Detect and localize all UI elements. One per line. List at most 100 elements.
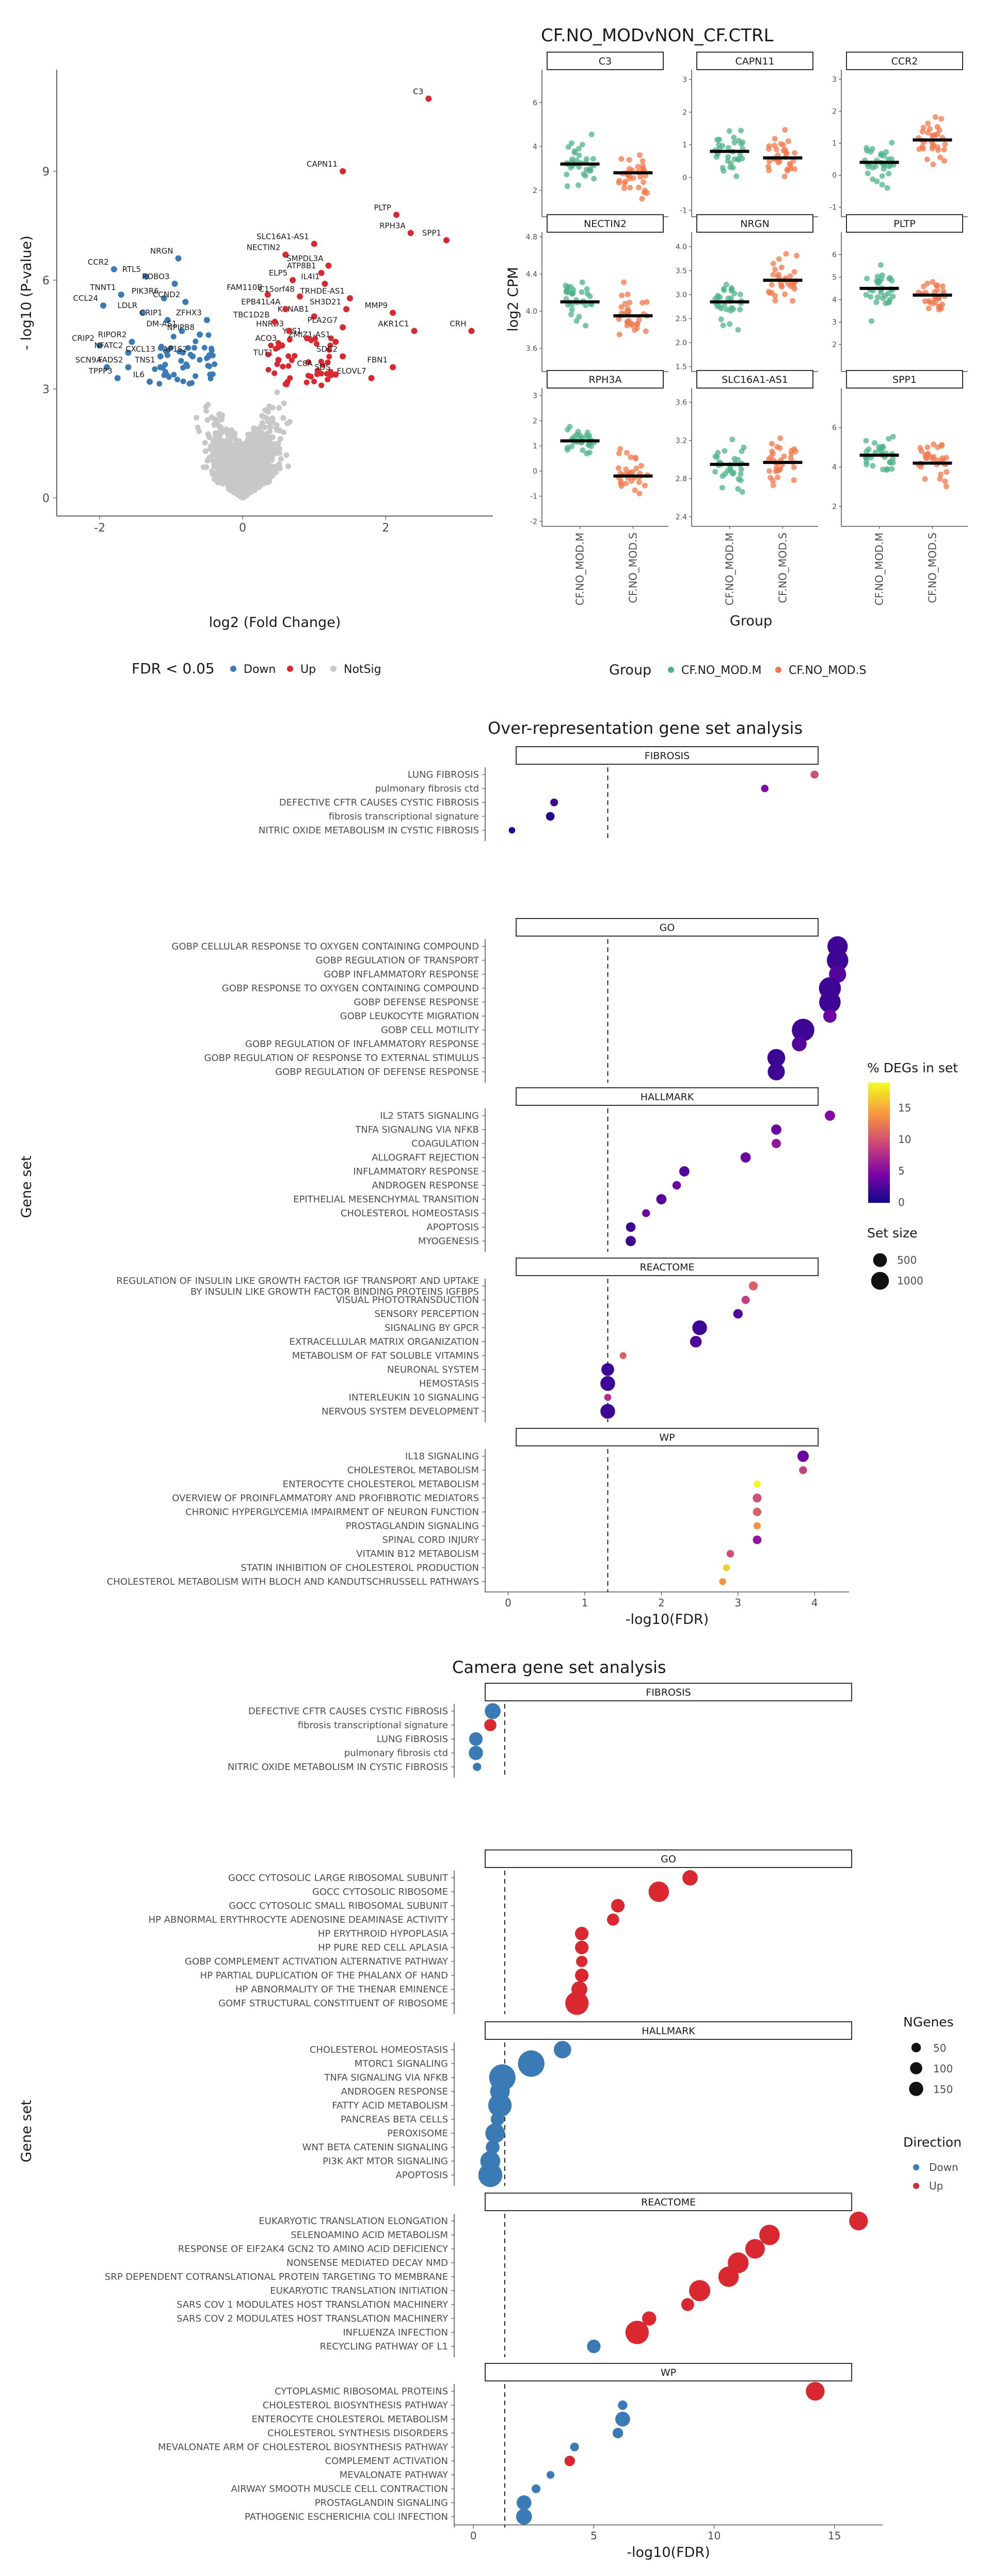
volcano-point-down [171,372,177,378]
strip-point-cf-no-mod-m [723,281,729,287]
strip-y-tick-label: 4.8 [526,233,537,242]
volcano-point-epb41l4a [282,306,289,313]
strip-point-cf-no-mod-s [623,466,629,473]
strip-y-tick-label: 1.5 [676,363,687,372]
strip-point-cf-no-mod-s [923,455,929,461]
strip-point-cf-no-mod-m [878,152,884,158]
volcano-label-tnnt1: TNNT1 [89,283,116,292]
strip-point-cf-no-mod-m [584,286,590,292]
ora-title: Over-representation gene set analysis [488,718,803,738]
volcano-point-c3 [425,95,432,102]
ora-dot-cholesterol-metabolism-with-bloch-and-ka [719,1578,726,1585]
strip-point-cf-no-mod-m [718,305,725,312]
strip-point-cf-no-mod-m [579,289,585,295]
strip-point-cf-no-mod-s [791,477,797,484]
volcano-point-notsig [238,441,244,447]
strip-point-cf-no-mod-s [921,283,927,289]
volcano-point-nectin2 [282,251,289,258]
volcano-point-notsig [194,414,200,421]
ora-dot-myogenesis [626,1236,636,1246]
ora-color-legend-step [868,1157,890,1161]
volcano-point-up [265,367,271,373]
ora-color-legend-tick: 0 [898,1196,905,1209]
strip-point-cf-no-mod-m [871,440,877,446]
strip-y-tick-label: 2.4 [676,513,687,522]
ora-color-legend-step [868,1139,890,1143]
strip-point-cf-no-mod-s [942,478,948,485]
strip-point-cf-no-mod-m [712,469,718,475]
strip-point-cf-no-mod-s [934,124,940,130]
strip-point-cf-no-mod-m [568,140,574,146]
strip-point-cf-no-mod-s [937,476,943,482]
strip-point-cf-no-mod-s [784,166,790,172]
volcano-point-notsig [251,485,258,491]
ora-color-legend-step [868,1166,890,1170]
volcano-point-notsig [235,481,242,488]
strip-point-cf-no-mod-s [640,158,646,164]
strip-point-cf-no-mod-s [931,441,937,447]
camera-row-label: RESPONSE OF EIF2AK4 GCN2 TO AMINO ACID D… [178,2244,449,2255]
strip-point-cf-no-mod-m [565,427,571,433]
strip-point-cf-no-mod-m [579,279,585,285]
camera-row-label: pulmonary fibrosis ctd [344,1748,448,1759]
ora-color-legend-tick: 5 [898,1165,905,1177]
camera-row-label: GOCC CYTOSOLIC RIBOSOME [312,1887,448,1897]
camera-dot-hp-pure-red-cell-aplasia [575,1940,589,1955]
volcano-point-down [208,345,214,351]
camera-dot-pathogenic-escherichia-coli-infection [516,2508,532,2525]
camera-row-label: CHOLESTEROL BIOSYNTHESIS PATHWAY [263,2400,449,2411]
strip-header-ccr2 [846,52,963,70]
strip-point-cf-no-mod-s [625,305,631,312]
camera-row-label: SARS COV 1 MODULATES HOST TRANSLATION MA… [177,2299,449,2310]
camera-row-label: GOCC CYTOSOLIC LARGE RIBOSOMAL SUBUNIT [228,1873,449,1883]
strip-point-cf-no-mod-m [729,286,735,292]
strip-point-cf-no-mod-m [580,434,586,441]
volcano-point-down [180,365,186,371]
volcano-y-tick-label: 3 [42,383,50,396]
volcano-point-up [271,370,278,376]
strip-point-cf-no-mod-s [930,162,936,168]
strip-point-cf-no-mod-s [621,279,627,285]
volcano-label-trhde-as1: TRHDE-AS1 [300,286,345,296]
camera-dot-peroxisome [485,2123,505,2143]
ora-color-legend-step [868,1113,890,1116]
volcano-point-rtl5 [143,273,150,280]
volcano-point-notsig [277,450,283,456]
camera-x-tick-label: 5 [590,2530,597,2542]
volcano-label-smpdl3a: SMPDL3A [286,254,324,263]
volcano-point-notsig [269,419,276,425]
ora-color-legend-step [868,1190,890,1194]
strip-point-cf-no-mod-m [868,318,874,324]
strip-point-cf-no-mod-s [782,291,788,297]
volcano-point-down [184,363,190,369]
ora-color-legend-step [868,1181,890,1185]
camera-row-label: HP PARTIAL DUPLICATION OF THE PHALANX OF… [200,1970,448,1981]
strip-point-cf-no-mod-m [591,175,597,182]
volcano-point-kcnab1 [311,313,317,320]
volcano-point-down [165,347,171,353]
ora-dot-gobp-regulation-of-response-to-external- [767,1049,786,1067]
strip-point-cf-no-mod-m [576,314,582,320]
volcano-point-ripor2 [129,339,135,345]
volcano-point-down [180,378,186,384]
strip-point-cf-no-mod-m [878,262,884,268]
strip-point-cf-no-mod-s [922,476,928,482]
volcano-point-notsig [280,429,286,436]
strip-point-cf-no-mod-m [737,292,743,298]
ora-dot-interleukin-10-signaling [604,1394,612,1401]
volcano-point-down [204,355,210,361]
strip-point-cf-no-mod-m [569,291,576,297]
volcano-x-tick-label: 0 [239,522,246,535]
ora-dot-gobp-regulation-of-inflammatory-response [792,1036,807,1052]
volcano-x-axis-title: log2 (Fold Change) [209,615,341,631]
strip-point-cf-no-mod-s [932,289,938,295]
volcano-point-down [163,371,169,377]
strip-point-cf-no-mod-m [874,179,880,185]
camera-facet-title-reactome: REACTOME [641,2197,696,2208]
strip-point-cf-no-mod-s [632,487,638,493]
strip-point-cf-no-mod-s [766,158,773,164]
strip-y-tick-label: 3 [533,392,537,400]
ora-row-label: SENSORY PERCEPTION [375,1309,479,1319]
camera-dot-gocc-cytosolic-small-ribosomal-subunit [611,1898,625,1913]
volcano-point-notsig [227,468,233,474]
